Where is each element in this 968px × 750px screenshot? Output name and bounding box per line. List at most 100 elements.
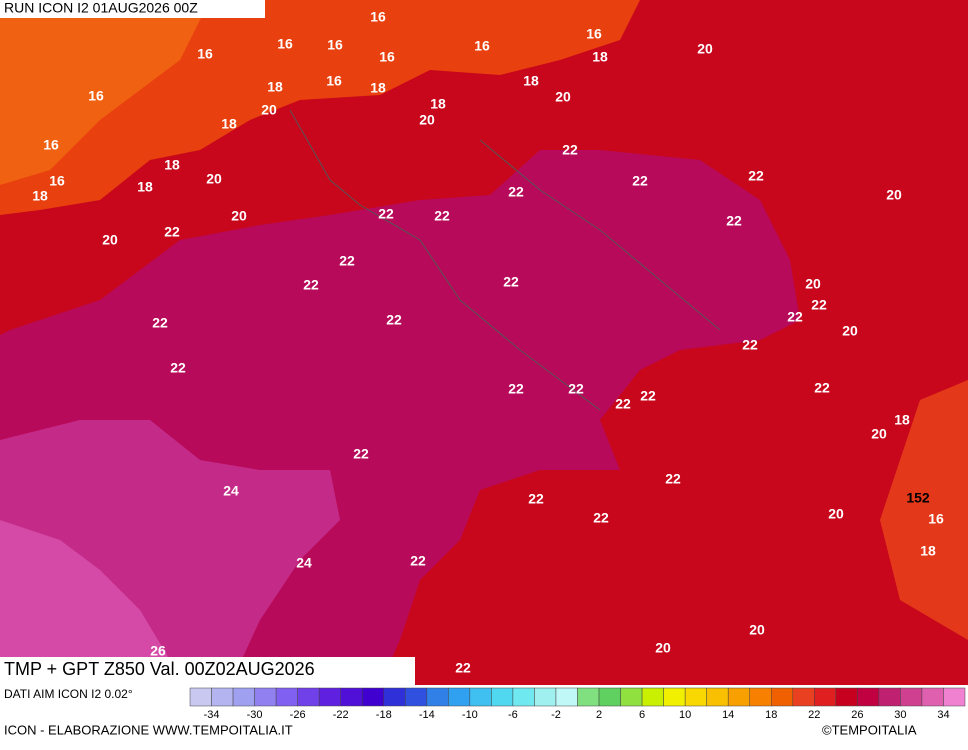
colorbar-tick-label: -26	[290, 709, 306, 721]
contour-label: 22	[615, 396, 631, 412]
contour-label: 20	[231, 208, 247, 224]
colorbar-tick-label: 2	[596, 709, 602, 721]
contour-label: 20	[655, 640, 671, 656]
contour-label: 18	[430, 96, 446, 112]
credit: ICON - ELABORAZIONE WWW.TEMPOITALIA.IT	[4, 722, 293, 737]
contour-label: 22	[640, 388, 656, 404]
contour-label: 18	[221, 116, 237, 132]
colorbar: -34 -30 -26 -22 -18 -14 -10 -6 -2 2 6 10 14 18 22 26 30 3…	[189, 687, 966, 721]
colorbar-tick-label: 14	[722, 709, 734, 721]
colorbar-tick-label: 10	[679, 709, 691, 721]
contour-label: 22	[748, 168, 764, 184]
run-label: RUN ICON I2 01AUG2026 00Z	[4, 0, 198, 16]
contour-label: 22	[528, 491, 544, 507]
colorbar-swatch	[512, 687, 535, 707]
colorbar-swatch	[857, 687, 880, 707]
colorbar-swatch	[620, 687, 643, 707]
colorbar-tick-label: -14	[419, 709, 435, 721]
map-title: TMP + GPT Z850 Val. 00Z02AUG2026	[4, 659, 315, 679]
contour-label: 16	[370, 9, 386, 25]
colorbar-tick-label: -6	[508, 709, 518, 721]
colorbar-swatch	[835, 687, 858, 707]
colorbar-swatch	[727, 687, 750, 707]
colorbar-swatch	[426, 687, 449, 707]
colorbar-swatch	[491, 687, 514, 707]
contour-label: 22	[386, 312, 402, 328]
colorbar-swatch	[771, 687, 794, 707]
colorbar-swatch	[943, 687, 966, 707]
contour-label: 16	[928, 511, 944, 527]
contour-label: 20	[805, 276, 821, 292]
colorbar-tick-label: 30	[894, 709, 906, 721]
colorbar-swatch	[814, 687, 837, 707]
colorbar-tick-label: -34	[204, 709, 220, 721]
header-box	[0, 0, 265, 18]
colorbar-swatch	[534, 687, 557, 707]
contour-label: 22	[353, 446, 369, 462]
colorbar-swatch	[749, 687, 772, 707]
contour-label: 20	[419, 112, 435, 128]
contour-label: 20	[697, 41, 713, 57]
contour-label: 22	[665, 471, 681, 487]
colorbar-swatch	[792, 687, 815, 707]
colorbar-swatch	[297, 687, 320, 707]
contour-label: 16	[326, 73, 342, 89]
contour-label: 20	[842, 323, 858, 339]
colorbar-tick-label: 6	[639, 709, 645, 721]
colorbar-swatch	[469, 687, 492, 707]
colorbar-swatch	[340, 687, 363, 707]
contour-label: 22	[814, 380, 830, 396]
contour-label: 18	[894, 412, 910, 428]
colorbar-tick-label: -22	[333, 709, 349, 721]
contour-label: 20	[102, 232, 118, 248]
colorbar-swatch	[405, 687, 428, 707]
colorbar-swatch	[663, 687, 686, 707]
contour-label: 20	[206, 171, 222, 187]
contour-label: 16	[327, 37, 343, 53]
contour-label: 20	[871, 426, 887, 442]
colorbar-swatch	[706, 687, 729, 707]
colorbar-tick-label: -2	[551, 709, 561, 721]
contour-label: 22	[152, 315, 168, 331]
contour-label: 18	[370, 80, 386, 96]
contour-label: 22	[170, 360, 186, 376]
colorbar-swatch	[254, 687, 277, 707]
contour-label: 16	[277, 36, 293, 52]
colorbar-swatch	[878, 687, 901, 707]
contour-label: 18	[267, 79, 283, 95]
border-line	[289, 109, 721, 411]
contour-label: 22	[508, 381, 524, 397]
contour-label: 16	[49, 173, 65, 189]
colorbar-swatch	[448, 687, 471, 707]
contour-label: 16	[197, 46, 213, 62]
colorbar-tick-label: -18	[376, 709, 392, 721]
contour-label: 22	[378, 206, 394, 222]
colorbar-swatch	[684, 687, 707, 707]
contour-label: 22	[303, 277, 319, 293]
contour-label: 18	[164, 157, 180, 173]
colorbar-tick-label: 26	[851, 709, 863, 721]
contour-label: 20	[555, 89, 571, 105]
colorbar-swatch	[232, 687, 255, 707]
colorbar-swatch	[641, 687, 664, 707]
contour-label: 18	[523, 73, 539, 89]
contour-label: 18	[920, 543, 936, 559]
colorbar-swatch	[900, 687, 923, 707]
contour-label: 22	[787, 309, 803, 325]
colorbar-swatch	[555, 687, 578, 707]
colorbar-swatch	[275, 687, 298, 707]
colorbar-swatch	[598, 687, 621, 707]
contour-label: 22	[593, 510, 609, 526]
colorbar-tick-label: 18	[765, 709, 777, 721]
contour-label: 20	[261, 102, 277, 118]
data-source: DATI AIM ICON I2 0.02°	[4, 687, 133, 701]
contour-label: 16	[379, 49, 395, 65]
contour-label: 22	[434, 208, 450, 224]
colorbar-swatch	[211, 687, 234, 707]
contour-label: 16	[586, 26, 602, 42]
contour-label: 26	[150, 643, 166, 659]
colorbar-swatch	[189, 687, 212, 707]
colorbar-swatch	[318, 687, 341, 707]
